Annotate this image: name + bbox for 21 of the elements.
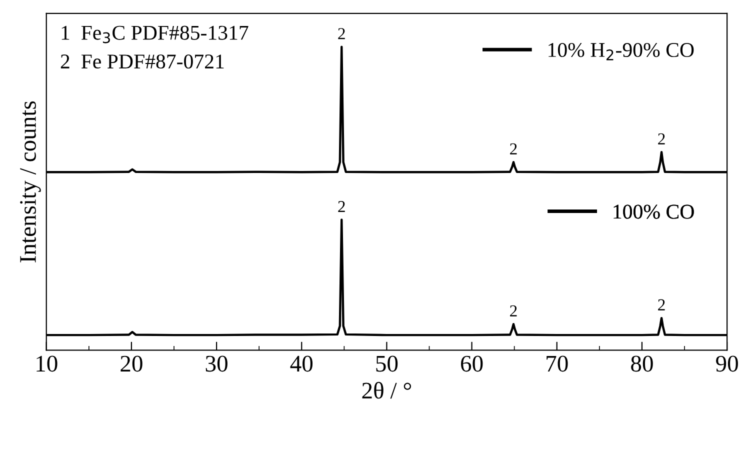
legend-label: 10% H$_{2}$-90% CO [548, 42, 694, 60]
text: 1 Fe$_{3}$C PDF#85-1317 [62, 26, 248, 44]
x-tick-label: 50 [376, 356, 398, 372]
x-tick-label: 10 [36, 356, 58, 372]
annotation: 2 [510, 143, 517, 154]
legend-label: 100% CO [614, 204, 694, 219]
x-tick-label: 30 [206, 356, 228, 372]
x-axis-title: 2θ / ° [362, 382, 412, 399]
x-tick-label: 20 [120, 356, 142, 372]
x-tick-label: 60 [461, 356, 483, 372]
y-axis-title: Intensity / counts [20, 101, 41, 262]
annotation: 2 [338, 201, 345, 212]
annotation: 2 [510, 305, 517, 316]
x-tick-label: 40 [290, 356, 313, 372]
annotation: 2 [338, 28, 345, 40]
annotation: 2 [658, 133, 665, 144]
annotation: 2 Fe PDF#87-0721 [60, 54, 224, 69]
annotation: 2 [658, 299, 665, 310]
x-tick-label: 90 [716, 356, 738, 372]
x-tick-label: 80 [631, 356, 653, 372]
x-tick-label: 70 [546, 356, 568, 372]
